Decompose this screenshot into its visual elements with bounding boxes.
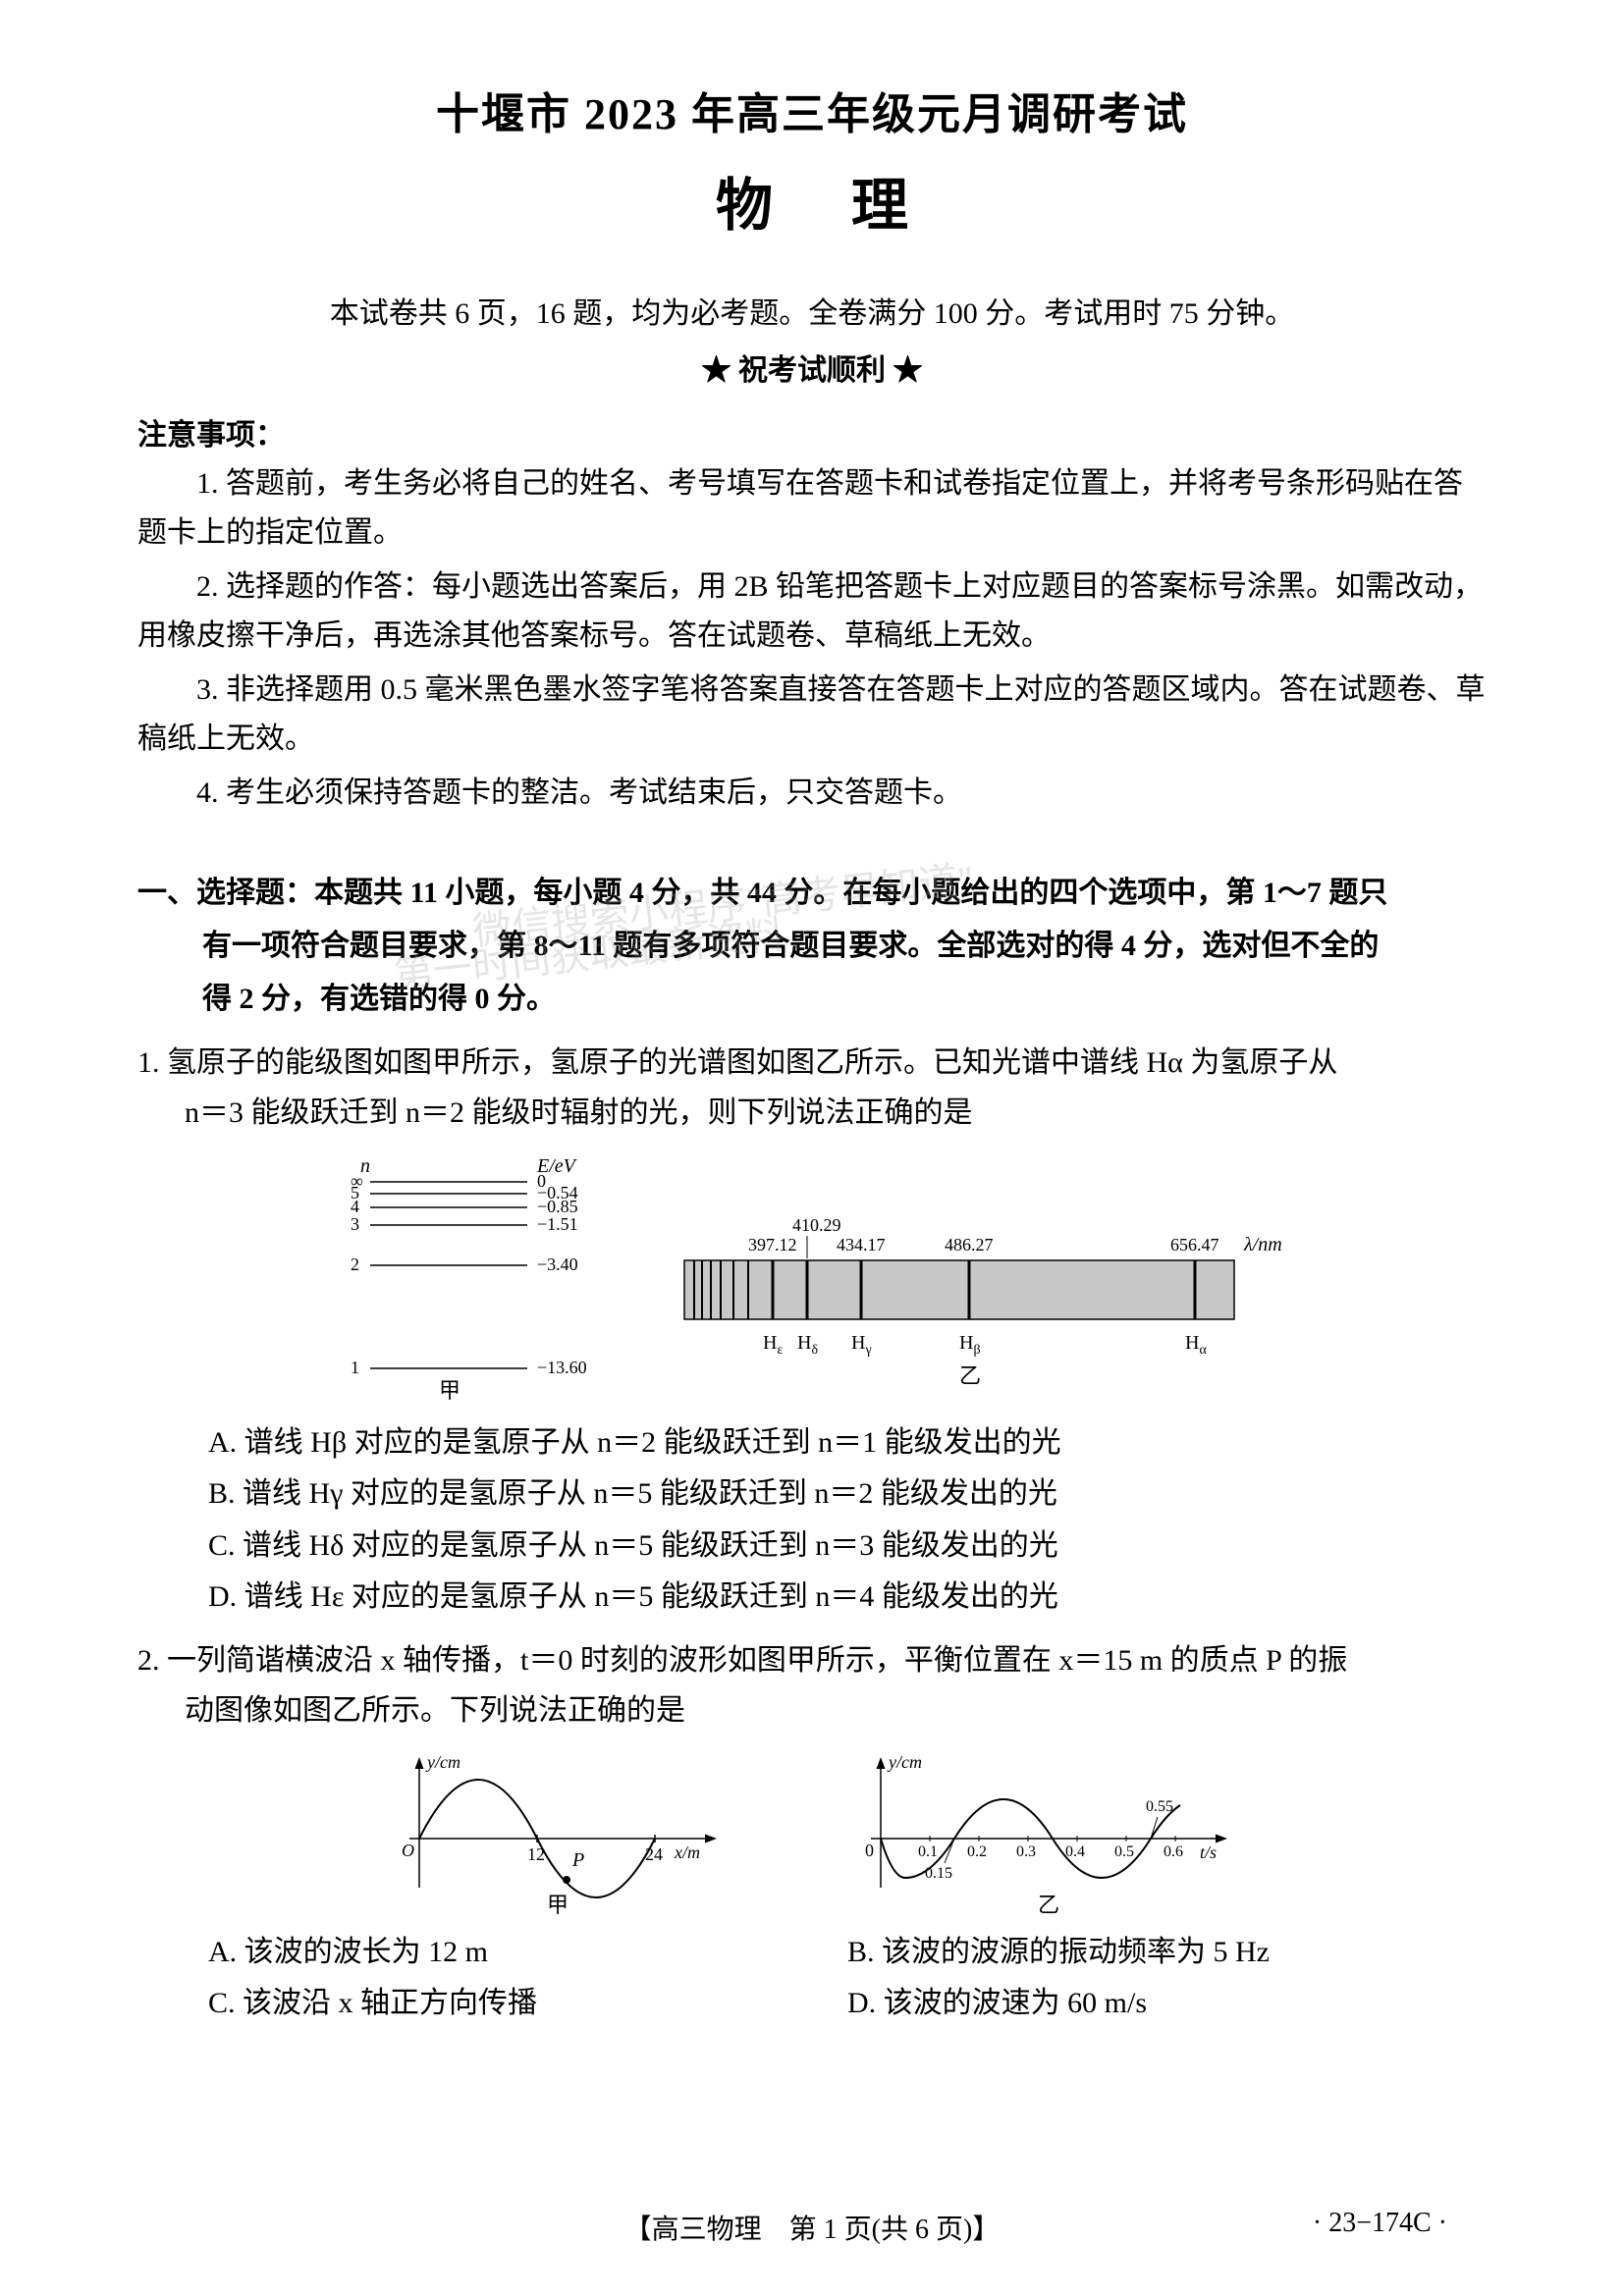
section-1-line3: 得 2 分，有选错的得 0 分。 <box>137 973 1487 1026</box>
vib-caption: 乙 <box>1038 1893 1059 1917</box>
svg-text:0.5: 0.5 <box>1114 1843 1134 1860</box>
svg-text:12: 12 <box>527 1844 545 1864</box>
svg-text:−1.51: −1.51 <box>537 1214 578 1234</box>
svg-text:−3.40: −3.40 <box>537 1255 578 1274</box>
energy-level-diagram: n E/eV ∞ 0 5 −0.54 4 −0.85 3 −1.51 2 −3.… <box>311 1152 625 1408</box>
level-4: 4 −0.85 <box>351 1197 578 1216</box>
wave-y-label: y/cm <box>425 1752 460 1772</box>
svg-text:0.2: 0.2 <box>967 1843 987 1860</box>
svg-text:656.47: 656.47 <box>1170 1235 1219 1255</box>
q1-option-c: C. 谱线 Hδ 对应的是氢原子从 n＝5 能级跃迁到 n＝3 能级发出的光 <box>137 1521 1487 1573</box>
svg-text:Hε: Hε <box>763 1332 783 1358</box>
notice-item-2: 2. 选择题的作答：每小题选出答案后，用 2B 铅笔把答题卡上对应题目的答案标号… <box>137 562 1487 660</box>
svg-text:Hα: Hα <box>1185 1332 1207 1358</box>
footer-code: · 23−174C · <box>1313 2208 1447 2239</box>
section-1-line1: 一、选择题：本题共 11 小题，每小题 4 分，共 44 分。在每小题给出的四个… <box>137 877 1387 909</box>
vibration-diagram: y/cm t/s 0 0.1 0.2 0.3 0.4 0.5 0.6 0.15 … <box>851 1750 1244 1917</box>
svg-text:3: 3 <box>351 1214 359 1234</box>
question-1: 1. 氢原子的能级图如图甲所示，氢原子的光谱图如图乙所示。已知光谱中谱线 Hα … <box>137 1038 1487 1138</box>
q2-figures: y/cm x/m O 12 24 P 甲 y/cm t/s 0 0.1 <box>137 1750 1487 1917</box>
svg-text:486.27: 486.27 <box>945 1235 994 1255</box>
notice-item-3: 3. 非选择题用 0.5 毫米黑色墨水签字笔将答案直接答在答题卡上对应的答题区域… <box>137 666 1487 763</box>
q2-options-row1: A. 该波的波长为 12 m B. 该波的波源的振动频率为 5 Hz <box>137 1927 1487 1979</box>
svg-text:0.3: 0.3 <box>1016 1843 1036 1860</box>
mark-055: 0.55 <box>1146 1798 1173 1815</box>
svg-text:4: 4 <box>351 1197 359 1216</box>
q1-option-a: A. 谱线 Hβ 对应的是氢原子从 n＝2 能级跃迁到 n＝1 能级发出的光 <box>137 1417 1487 1469</box>
exam-info: 本试卷共 6 页，16 题，均为必考题。全卷满分 100 分。考试用时 75 分… <box>137 289 1487 332</box>
svg-text:Hγ: Hγ <box>851 1332 872 1358</box>
subject-title: 物理 <box>137 159 1487 241</box>
notice-item-4: 4. 考生必须保持答题卡的整洁。考试结束后，只交答题卡。 <box>137 769 1487 818</box>
question-2: 2. 一列简谐横波沿 x 轴传播，t＝0 时刻的波形如图甲所示，平衡位置在 x＝… <box>137 1635 1487 1735</box>
svg-text:0: 0 <box>865 1841 874 1860</box>
wave-caption: 甲 <box>547 1893 568 1917</box>
q2-option-d: D. 该波的波速为 60 m/s <box>847 1978 1487 2030</box>
vib-x-label: t/s <box>1200 1842 1217 1862</box>
q1-stem-l2: n＝3 能级跃迁到 n＝2 能级时辐射的光，则下列说法正确的是 <box>137 1088 1487 1138</box>
level-2: 2 −3.40 <box>351 1255 578 1274</box>
section-1-line2: 有一项符合题目要求，第 8～11 题有多项符合题目要求。全部选对的得 4 分，选… <box>137 920 1487 973</box>
q1-stem-l1: 1. 氢原子的能级图如图甲所示，氢原子的光谱图如图乙所示。已知光谱中谱线 Hα … <box>137 1046 1337 1079</box>
svg-text:Hδ: Hδ <box>797 1332 818 1358</box>
footer-page: 【高三物理 第 1 页(共 6 页)】 <box>624 2208 1001 2247</box>
svg-text:−13.60: −13.60 <box>537 1358 587 1377</box>
q1-option-d: D. 谱线 Hε 对应的是氢原子从 n＝5 能级跃迁到 n＝4 能级发出的光 <box>137 1572 1487 1624</box>
q2-option-a: A. 该波的波长为 12 m <box>208 1927 847 1979</box>
svg-text:24: 24 <box>645 1844 663 1864</box>
page-footer: 【高三物理 第 1 页(共 6 页)】 · 23−174C · <box>0 2208 1624 2247</box>
q1-option-b: B. 谱线 Hγ 对应的是氢原子从 n＝5 能级跃迁到 n＝2 能级发出的光 <box>137 1468 1487 1521</box>
q2-stem-l1: 2. 一列简谐横波沿 x 轴传播，t＝0 时刻的波形如图甲所示，平衡位置在 x＝… <box>137 1644 1347 1677</box>
svg-text:−0.85: −0.85 <box>537 1197 578 1216</box>
svg-text:O: O <box>402 1841 414 1860</box>
exam-title: 十堰市 2023 年高三年级元月调研考试 <box>137 79 1487 141</box>
q1-figures: n E/eV ∞ 0 5 −0.54 4 −0.85 3 −1.51 2 −3.… <box>137 1152 1487 1408</box>
q2-option-b: B. 该波的波源的振动频率为 5 Hz <box>847 1927 1487 1979</box>
q2-stem-l2: 动图像如图乙所示。下列说法正确的是 <box>137 1685 1487 1735</box>
notice-item-1: 1. 答题前，考生务必将自己的姓名、考号填写在答题卡和试卷指定位置上，并将考号条… <box>137 459 1487 557</box>
wave-diagram: y/cm x/m O 12 24 P 甲 <box>380 1750 733 1917</box>
level-inf: ∞ 0 <box>351 1171 546 1191</box>
fig-yi-caption: 乙 <box>959 1363 981 1388</box>
svg-text:397.12: 397.12 <box>748 1235 797 1255</box>
notice-header: 注意事项： <box>137 410 1487 454</box>
good-luck: ★ 祝考试顺利 ★ <box>137 346 1487 389</box>
level-1: 1 −13.60 <box>351 1358 587 1377</box>
svg-text:410.29: 410.29 <box>792 1215 841 1235</box>
spectrum-diagram: 397.12 Hε 410.29 Hδ 434.17 Hγ 486.27 Hβ … <box>665 1152 1313 1408</box>
svg-text:0.4: 0.4 <box>1065 1843 1085 1860</box>
svg-text:2: 2 <box>351 1255 359 1274</box>
section-1-header: 一、选择题：本题共 11 小题，每小题 4 分，共 44 分。在每小题给出的四个… <box>137 867 1487 1026</box>
svg-text:1: 1 <box>351 1358 359 1377</box>
svg-text:Hβ: Hβ <box>959 1332 981 1358</box>
svg-text:0.6: 0.6 <box>1164 1843 1183 1860</box>
p-label: P <box>571 1849 584 1871</box>
svg-text:434.17: 434.17 <box>837 1235 886 1255</box>
fig-jia-caption: 甲 <box>439 1378 460 1403</box>
vib-y-label: y/cm <box>887 1752 922 1772</box>
point-p <box>563 1876 570 1884</box>
lambda-label: λ/nm <box>1243 1234 1282 1255</box>
spectrum-bar <box>684 1260 1234 1319</box>
q2-option-c: C. 该波沿 x 轴正方向传播 <box>208 1978 847 2030</box>
mark-015: 0.15 <box>925 1865 952 1882</box>
wave-x-label: x/m <box>674 1842 700 1862</box>
svg-text:0.1: 0.1 <box>918 1843 938 1860</box>
q2-options-row2: C. 该波沿 x 轴正方向传播 D. 该波的波速为 60 m/s <box>137 1978 1487 2030</box>
level-3: 3 −1.51 <box>351 1214 578 1234</box>
